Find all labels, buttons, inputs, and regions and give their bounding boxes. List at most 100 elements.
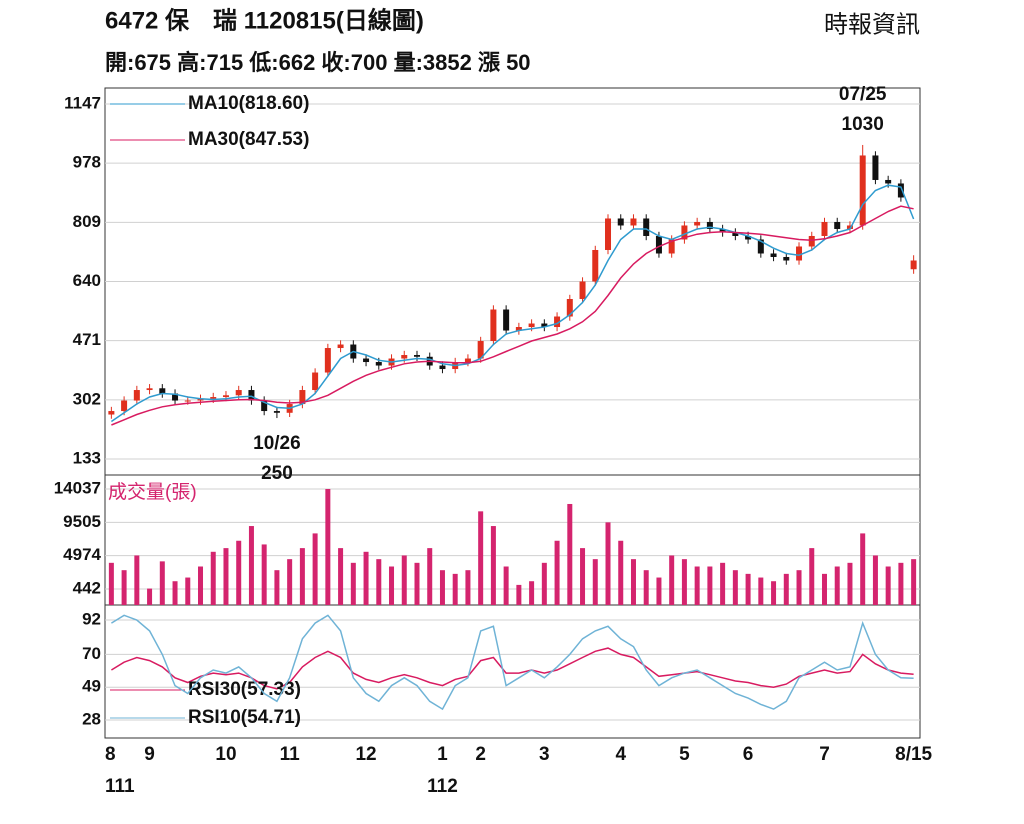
x-tick-label: 2 [475,744,486,765]
volume-bar [172,581,178,605]
volume-bar [643,570,649,605]
volume-bar [605,522,611,605]
volume-bar [783,573,789,605]
volume-bar [809,548,815,605]
volume-bar [363,551,369,605]
x-tick-label: 9 [144,744,155,765]
candle-body [872,155,879,180]
volume-bar [159,561,165,605]
candle-body [515,327,522,331]
candle-body [222,395,229,398]
volume-bar [490,526,496,605]
volume-bar [108,562,114,605]
candle-body [477,341,484,359]
quote: 開:675 高:715 低:662 收:700 量:3852 漲 50 [105,50,531,75]
y-tick-label: 28 [82,710,101,729]
candle-body [745,235,752,240]
candle-body [719,228,726,233]
volume-bar [248,526,254,605]
volume-bar [427,548,433,605]
candle-body [757,239,764,254]
y-tick-label: 302 [73,389,101,408]
candle-body [108,411,115,415]
volume-bar [261,544,267,605]
candle-body [401,355,408,359]
y-tick-label: 14037 [54,478,101,497]
candle-body [643,218,650,236]
volume-bar [796,570,802,605]
candle-body [605,218,612,250]
volume-bar [236,540,242,605]
annotation-value: 250 [261,463,293,484]
y-tick-label: 640 [73,271,101,290]
volume-bar [274,570,280,605]
volume-bar [503,566,509,605]
volume-bar [439,570,445,605]
volume-bar [758,577,764,605]
candle-body [554,316,561,328]
volume-bar [121,570,127,605]
candle-body [184,400,191,402]
candle-body [146,388,153,391]
candle-body [579,281,586,300]
candle-body [490,309,497,342]
volume-bar [414,562,420,605]
volume-bar [210,551,216,605]
volume-bar [350,562,356,605]
candle-body [172,393,179,401]
candle-body [121,400,128,412]
volume-bar [885,566,891,605]
volume-bar [516,584,522,605]
volume-bar [223,548,229,605]
candle-body [261,400,268,412]
y-tick-label: 4974 [63,545,101,564]
candle-body [312,372,319,391]
volume-bar [567,503,573,605]
volume-bar [707,566,713,605]
volume-bar [911,559,917,605]
candle-body [834,221,841,229]
volume-bar [860,533,866,605]
annotation-date: 07/25 [839,84,887,105]
volume-bar [618,540,624,605]
legend-label: MA30(847.53) [188,129,309,150]
volume-bar [656,577,662,605]
x-tick-label: 7 [819,744,830,765]
candle-body [770,253,777,257]
ma-line [111,205,914,426]
x-tick-label: 8 [105,744,116,765]
x-tick-label: 6 [743,744,754,765]
volume-bar [834,566,840,605]
candle-body [324,348,331,373]
y-tick-label: 92 [82,609,101,628]
candle-body [592,249,599,282]
rsi-line [111,614,914,711]
rsi-line [111,647,914,690]
y-tick-label: 9505 [63,512,101,531]
y-tick-label: 133 [73,448,101,467]
volume-bar [732,570,738,605]
candle-body [694,221,701,226]
frame [104,87,921,739]
candle-body [655,235,662,254]
candle-body [159,388,166,394]
candle-body [273,411,280,413]
volume-bar [745,573,751,605]
volume-bar [669,555,675,605]
y-tick-label: 978 [73,153,101,172]
volume-bar [821,573,827,605]
x-tick-label: 3 [539,744,550,765]
y-tick-label: 1147 [64,93,101,112]
y-tick-label: 471 [73,330,101,349]
volume-bar [325,488,331,605]
y-tick-label: 49 [82,677,101,696]
annotation-date: 10/26 [253,433,301,454]
volume-bar [376,559,382,605]
candle-body [910,260,917,270]
candle-body [668,239,675,254]
candle-body [821,221,828,236]
candle-body [248,390,255,401]
volume-bar [554,540,560,605]
candle-body [413,355,420,357]
candle-body [299,390,306,405]
